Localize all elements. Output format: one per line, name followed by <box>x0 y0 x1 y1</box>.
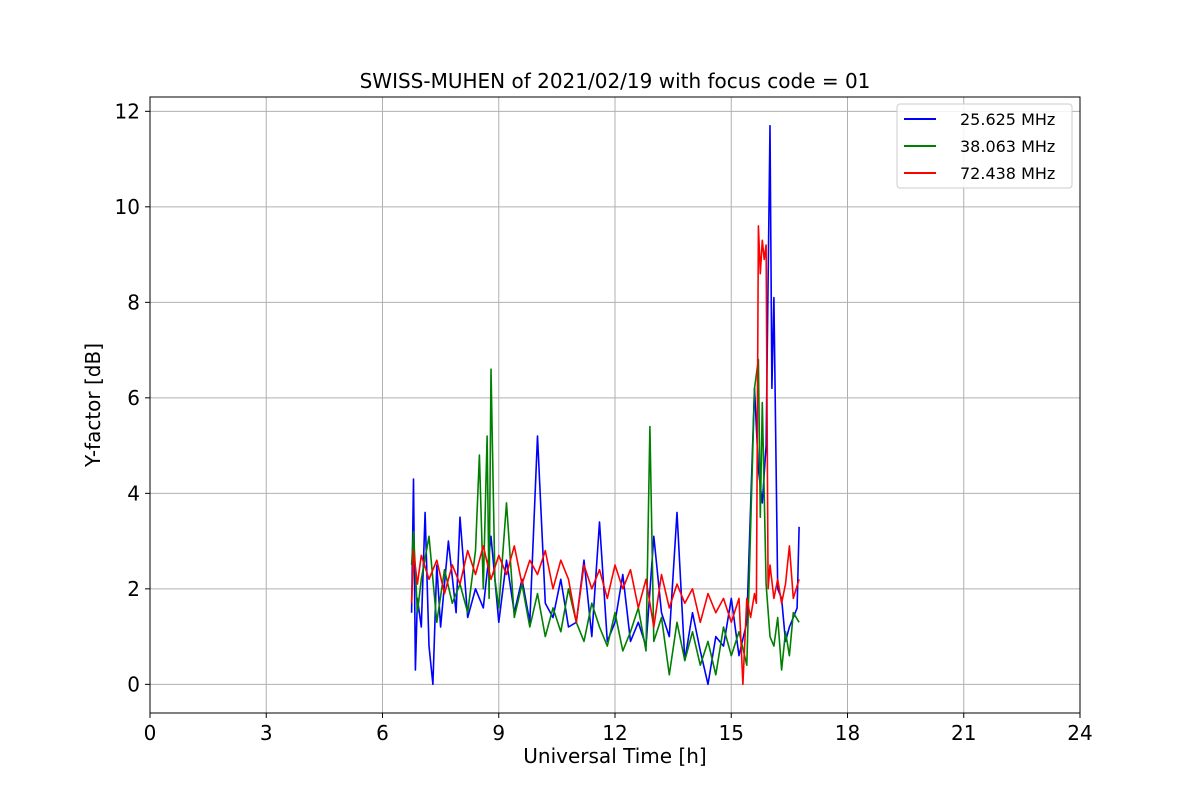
x-tick-label: 9 <box>492 721 505 745</box>
y-tick-label: 2 <box>127 577 140 601</box>
x-axis-label: Universal Time [h] <box>523 744 706 768</box>
x-tick-label: 24 <box>1067 721 1092 745</box>
legend-label-2: 38.063 MHz <box>960 137 1055 156</box>
series-line-3 <box>410 225 800 686</box>
y-axis-ticks: 0 2 4 6 8 10 12 <box>115 99 150 696</box>
legend-box <box>896 103 1073 189</box>
y-tick-label: 4 <box>127 481 140 505</box>
chart-title: SWISS-MUHEN of 2021/02/19 with focus cod… <box>360 69 871 93</box>
series-line-2 <box>410 358 800 676</box>
x-tick-label: 21 <box>951 721 976 745</box>
x-tick-label: 0 <box>144 721 157 745</box>
legend-label-3: 72.438 MHz <box>960 164 1055 183</box>
y-tick-label: 0 <box>127 672 140 696</box>
x-tick-label: 12 <box>602 721 627 745</box>
y-tick-label: 6 <box>127 386 140 410</box>
y-axis-label: Y-factor [dB] <box>81 343 105 468</box>
y-tick-label: 10 <box>115 195 140 219</box>
x-tick-label: 15 <box>719 721 744 745</box>
x-tick-label: 3 <box>260 721 273 745</box>
legend: 25.625 MHz 38.063 MHz 72.438 MHz <box>896 103 1073 189</box>
y-tick-label: 8 <box>127 290 140 314</box>
x-tick-label: 18 <box>835 721 860 745</box>
x-axis-ticks: 0 3 6 9 12 15 18 21 24 <box>144 713 1093 745</box>
legend-label-1: 25.625 MHz <box>960 110 1055 129</box>
y-tick-label: 12 <box>115 99 140 123</box>
x-tick-label: 6 <box>376 721 389 745</box>
plot-area <box>410 124 800 686</box>
